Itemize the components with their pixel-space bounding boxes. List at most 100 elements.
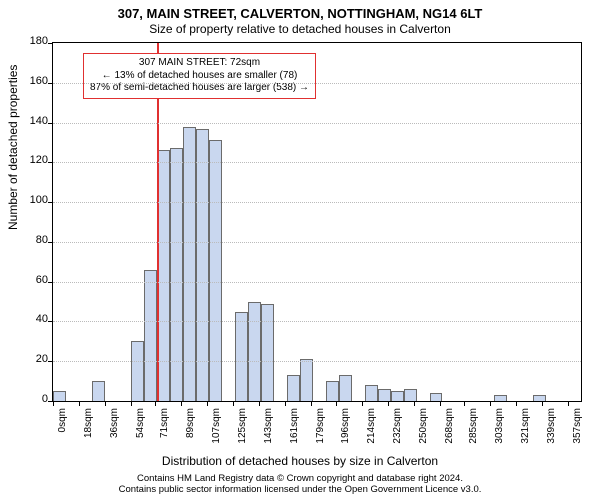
x-tick-mark — [79, 401, 80, 406]
histogram-bar — [196, 129, 209, 401]
x-tick-label: 214sqm — [366, 408, 377, 448]
info-box-line3: 87% of semi-detached houses are larger (… — [90, 82, 309, 95]
x-tick-label: 36sqm — [109, 408, 120, 448]
x-tick-label: 285sqm — [468, 408, 479, 448]
x-tick-mark — [440, 401, 441, 406]
x-tick-label: 161sqm — [289, 408, 300, 448]
gridline — [53, 242, 581, 243]
y-tick-label: 20 — [18, 353, 48, 365]
gridline — [53, 162, 581, 163]
x-tick-label: 357sqm — [572, 408, 583, 448]
histogram-bar — [144, 270, 157, 401]
x-tick-mark — [414, 401, 415, 406]
x-tick-mark — [105, 401, 106, 406]
gridline — [53, 282, 581, 283]
x-tick-label: 0sqm — [57, 408, 68, 448]
x-tick-mark — [336, 401, 337, 406]
x-tick-mark — [53, 401, 54, 406]
x-tick-mark — [388, 401, 389, 406]
x-tick-mark — [155, 401, 156, 406]
x-tick-mark — [516, 401, 517, 406]
histogram-bar — [533, 395, 546, 401]
y-tick-mark — [48, 361, 53, 362]
y-tick-label: 60 — [18, 274, 48, 286]
histogram-bar — [92, 381, 105, 401]
histogram-bar — [378, 389, 391, 401]
y-tick-label: 100 — [18, 194, 48, 206]
y-tick-label: 0 — [18, 393, 48, 405]
attribution-line2: Contains public sector information licen… — [0, 485, 600, 496]
y-tick-mark — [48, 282, 53, 283]
histogram-bar — [287, 375, 300, 401]
y-tick-label: 160 — [18, 75, 48, 87]
info-box-line1: 307 MAIN STREET: 72sqm — [90, 57, 309, 70]
histogram-bar — [404, 389, 417, 401]
x-tick-mark — [464, 401, 465, 406]
x-tick-mark — [311, 401, 312, 406]
y-tick-mark — [48, 242, 53, 243]
x-tick-mark — [362, 401, 363, 406]
x-tick-mark — [131, 401, 132, 406]
gridline — [53, 321, 581, 322]
y-tick-mark — [48, 43, 53, 44]
histogram-bar — [183, 127, 196, 401]
x-tick-label: 125sqm — [237, 408, 248, 448]
gridline — [53, 123, 581, 124]
y-tick-label: 40 — [18, 313, 48, 325]
y-tick-label: 80 — [18, 234, 48, 246]
y-tick-mark — [48, 83, 53, 84]
x-tick-label: 321sqm — [520, 408, 531, 448]
gridline — [53, 202, 581, 203]
x-tick-label: 143sqm — [263, 408, 274, 448]
x-tick-label: 179sqm — [315, 408, 326, 448]
y-tick-mark — [48, 123, 53, 124]
attribution-block: Contains HM Land Registry data © Crown c… — [0, 474, 600, 496]
histogram-bar — [235, 312, 248, 402]
histogram-bar — [339, 375, 352, 401]
gridline — [53, 361, 581, 362]
histogram-bar — [494, 395, 507, 401]
x-tick-mark — [490, 401, 491, 406]
y-tick-mark — [48, 162, 53, 163]
x-tick-label: 250sqm — [418, 408, 429, 448]
x-tick-mark — [181, 401, 182, 406]
x-tick-mark — [542, 401, 543, 406]
histogram-bar — [261, 304, 274, 401]
x-tick-label: 196sqm — [340, 408, 351, 448]
y-tick-mark — [48, 321, 53, 322]
histogram-bar — [430, 393, 443, 401]
gridline — [53, 83, 581, 84]
info-box-line2: ← 13% of detached houses are smaller (78… — [90, 70, 309, 83]
y-tick-label: 140 — [18, 115, 48, 127]
y-tick-mark — [48, 202, 53, 203]
title-line2: Size of property relative to detached ho… — [0, 22, 600, 36]
x-tick-label: 107sqm — [211, 408, 222, 448]
info-box: 307 MAIN STREET: 72sqm ← 13% of detached… — [83, 53, 316, 99]
x-tick-label: 54sqm — [135, 408, 146, 448]
x-tick-label: 303sqm — [494, 408, 505, 448]
x-tick-mark — [285, 401, 286, 406]
histogram-bar — [53, 391, 66, 401]
title-block: 307, MAIN STREET, CALVERTON, NOTTINGHAM,… — [0, 6, 600, 36]
x-tick-label: 232sqm — [392, 408, 403, 448]
x-tick-label: 339sqm — [546, 408, 557, 448]
x-tick-label: 89sqm — [185, 408, 196, 448]
x-tick-label: 18sqm — [83, 408, 94, 448]
x-tick-mark — [233, 401, 234, 406]
x-tick-mark — [259, 401, 260, 406]
x-tick-mark — [568, 401, 569, 406]
y-tick-label: 120 — [18, 154, 48, 166]
x-tick-label: 268sqm — [444, 408, 455, 448]
histogram-bar — [170, 148, 183, 401]
histogram-bar — [391, 391, 404, 401]
histogram-bar — [326, 381, 339, 401]
histogram-bar — [300, 359, 313, 401]
histogram-bar — [248, 302, 261, 401]
x-tick-label: 71sqm — [159, 408, 170, 448]
y-tick-label: 180 — [18, 35, 48, 47]
x-tick-mark — [207, 401, 208, 406]
histogram-bar — [131, 341, 144, 401]
plot-area: 307 MAIN STREET: 72sqm ← 13% of detached… — [52, 42, 582, 402]
chart-container: 307, MAIN STREET, CALVERTON, NOTTINGHAM,… — [0, 0, 600, 500]
x-axis-label: Distribution of detached houses by size … — [0, 454, 600, 468]
